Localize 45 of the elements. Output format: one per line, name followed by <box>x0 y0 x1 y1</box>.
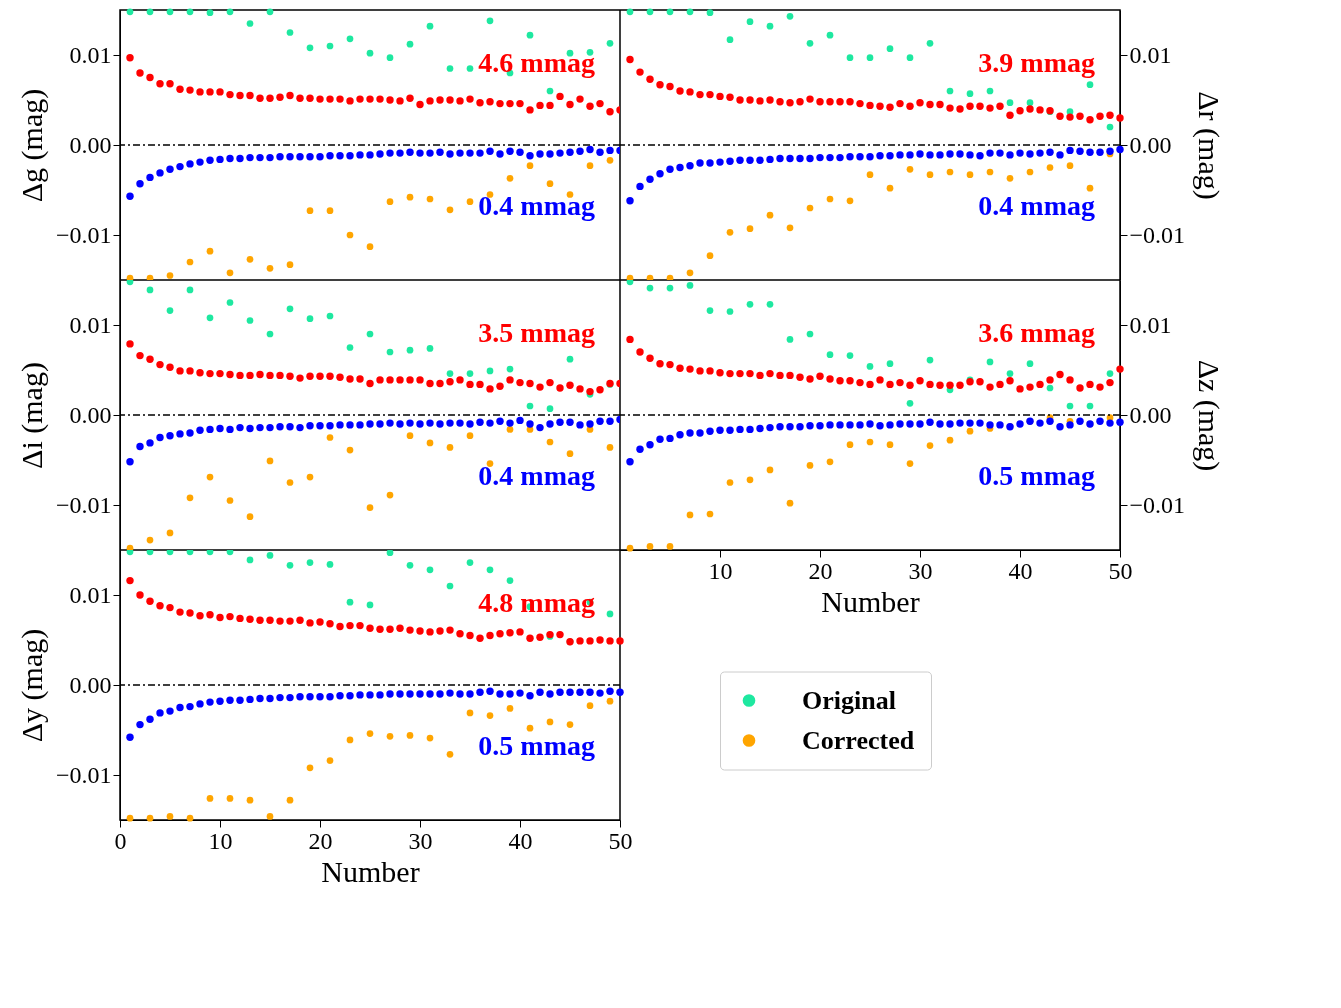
x-tick-label: 40 <box>508 827 533 854</box>
y2-tick-label: 0.01 <box>1129 41 1172 68</box>
x-tick-label: 20 <box>808 557 833 584</box>
x-tick-label: 30 <box>408 827 433 854</box>
y2-tick-label: 0.01 <box>1129 311 1172 338</box>
y-axis-title: Δg (mag) <box>14 88 49 203</box>
y2-tick-label: −0.01 <box>1129 221 1186 248</box>
x-tick-label: 30 <box>908 557 933 584</box>
annotation: 0.4 mmag <box>978 190 1095 222</box>
annotation: 0.5 mmag <box>478 730 595 762</box>
annotation: 3.9 mmag <box>978 47 1095 78</box>
annotation: 4.6 mmag <box>478 47 595 78</box>
annotation: 0.5 mmag <box>978 460 1095 492</box>
legend-label: Corrected <box>802 725 915 755</box>
y2-axis-title: Δr (mag) <box>1192 91 1227 200</box>
x-axis-title: Number <box>321 854 420 888</box>
x-tick-label: 10 <box>208 827 233 854</box>
annotation: 0.4 mmag <box>478 190 595 222</box>
y-tick-label: 0.01 <box>69 311 112 338</box>
legend-label: Original <box>802 685 896 715</box>
y-tick-label: 0.00 <box>69 671 112 698</box>
y2-tick-label: −0.01 <box>1129 491 1186 518</box>
y2-axis-title: Δz (mag) <box>1192 359 1227 472</box>
annotation: 3.5 mmag <box>478 317 595 348</box>
annotation: 3.6 mmag <box>978 317 1095 348</box>
annotation: 4.8 mmag <box>478 587 595 618</box>
annotation: 0.4 mmag <box>478 460 595 492</box>
x-tick-label: 50 <box>608 827 633 854</box>
y-tick-label: −0.01 <box>55 221 112 248</box>
y-tick-label: 0.01 <box>69 581 112 608</box>
x-tick-label: 50 <box>1108 557 1133 584</box>
y-tick-label: 0.00 <box>69 131 112 158</box>
y-tick-label: 0.01 <box>69 41 112 68</box>
y2-tick-label: 0.00 <box>1129 401 1172 428</box>
x-tick-label: 10 <box>708 557 733 584</box>
y2-tick-label: 0.00 <box>1129 131 1172 158</box>
x-tick-label: 40 <box>1008 557 1033 584</box>
y-tick-label: 0.00 <box>69 401 112 428</box>
y-axis-title: Δy (mag) <box>14 628 49 743</box>
y-tick-label: −0.01 <box>55 491 112 518</box>
y-tick-label: −0.01 <box>55 761 112 788</box>
x-tick-label: 0 <box>114 827 127 854</box>
x-tick-label: 20 <box>308 827 333 854</box>
x-axis-title: Number <box>821 584 920 618</box>
y-axis-title: Δi (mag) <box>14 362 49 469</box>
